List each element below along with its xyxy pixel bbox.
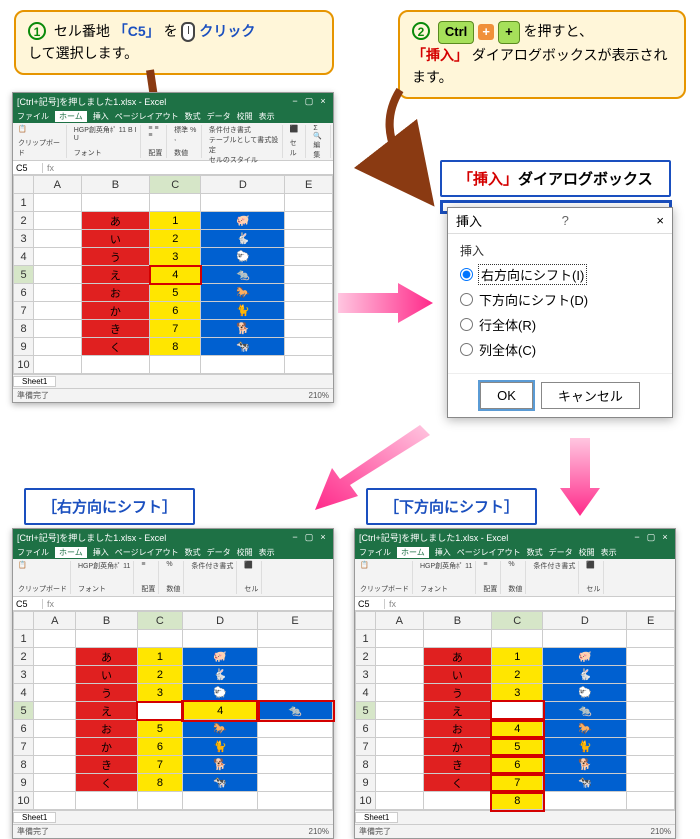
excel-titlebar: [Ctrl+記号]を押しました1.xlsx - Excel −▢× — [13, 93, 333, 109]
label-shift-right: ［右方向にシフト］ — [24, 488, 195, 525]
plus-icon: + — [478, 24, 494, 40]
shifted-col-c5 — [492, 702, 543, 720]
sheet-tab[interactable]: Sheet1 — [13, 376, 56, 387]
option-shift-right[interactable]: 右方向にシフト(I) — [460, 265, 660, 284]
mouse-icon — [181, 22, 195, 42]
close-icon[interactable]: × — [656, 213, 664, 228]
insert-dialog: 挿入 ? × 挿入 右方向にシフト(I) 下方向にシフト(D) 行全体(R) 列… — [447, 207, 673, 418]
excel-window-initial: [Ctrl+記号]を押しました1.xlsx - Excel −▢× ファイルホー… — [12, 92, 334, 403]
option-shift-down[interactable]: 下方向にシフト(D) — [460, 290, 660, 309]
excel-window-shift-right: [Ctrl+記号]を押しました1.xlsx - Excel−▢× ファイルホーム… — [12, 528, 334, 839]
ok-button[interactable]: OK — [480, 382, 533, 409]
arrow-to-dialog — [338, 278, 438, 333]
arrow-to-result-down — [555, 438, 605, 523]
arrow-callout2-to-dialog — [370, 90, 430, 195]
dialog-label: 「挿入」ダイアログボックス — [440, 160, 671, 197]
ribbon: 📋クリップボード HGP創英角ﾎﾟ 11 B I Uフォント ≡ ≡ ≡配置 標… — [13, 123, 333, 161]
option-entire-col[interactable]: 列全体(C) — [460, 340, 660, 359]
formula-bar: C5 fx — [13, 161, 333, 175]
close-icon: × — [317, 96, 329, 106]
ribbon-tabs: ファイルホーム挿入ページレイアウト数式データ校閲表示 — [13, 109, 333, 123]
cell-c5: 4 — [150, 266, 201, 284]
cancel-button[interactable]: キャンセル — [541, 382, 640, 409]
option-entire-row[interactable]: 行全体(R) — [460, 315, 660, 334]
label-shift-down: ［下方向にシフト］ — [366, 488, 537, 525]
min-icon: − — [289, 96, 301, 106]
dialog-wrap: 挿入 ? × 挿入 右方向にシフト(I) 下方向にシフト(D) 行全体(R) 列… — [440, 200, 672, 214]
key-ctrl: Ctrl — [438, 21, 474, 44]
callout-step-1: 1 セル番地 「C5」 を クリック して選択します。 — [14, 10, 334, 75]
dialog-title: 挿入 — [456, 211, 482, 230]
step-number-2: 2 — [412, 22, 430, 40]
excel-window-shift-down: [Ctrl+記号]を押しました1.xlsx - Excel−▢× ファイルホーム… — [354, 528, 676, 839]
fx-icon: fx — [43, 163, 58, 173]
help-icon[interactable]: ? — [562, 213, 569, 228]
step-number-1: 1 — [28, 22, 46, 40]
callout-step-2: 2 Ctrl + + を押すと、 「挿入」 ダイアログボックスが表示されます。 — [398, 10, 686, 99]
shifted-row-c5 — [137, 702, 183, 720]
spreadsheet-grid: ABCDE 1 2あ1🐖 3い2🐇 4う3🐑 5え4🐀 6お5🐎 7か6🐈 8き… — [13, 175, 333, 374]
max-icon: ▢ — [303, 96, 315, 106]
key-plus: + — [498, 21, 520, 44]
